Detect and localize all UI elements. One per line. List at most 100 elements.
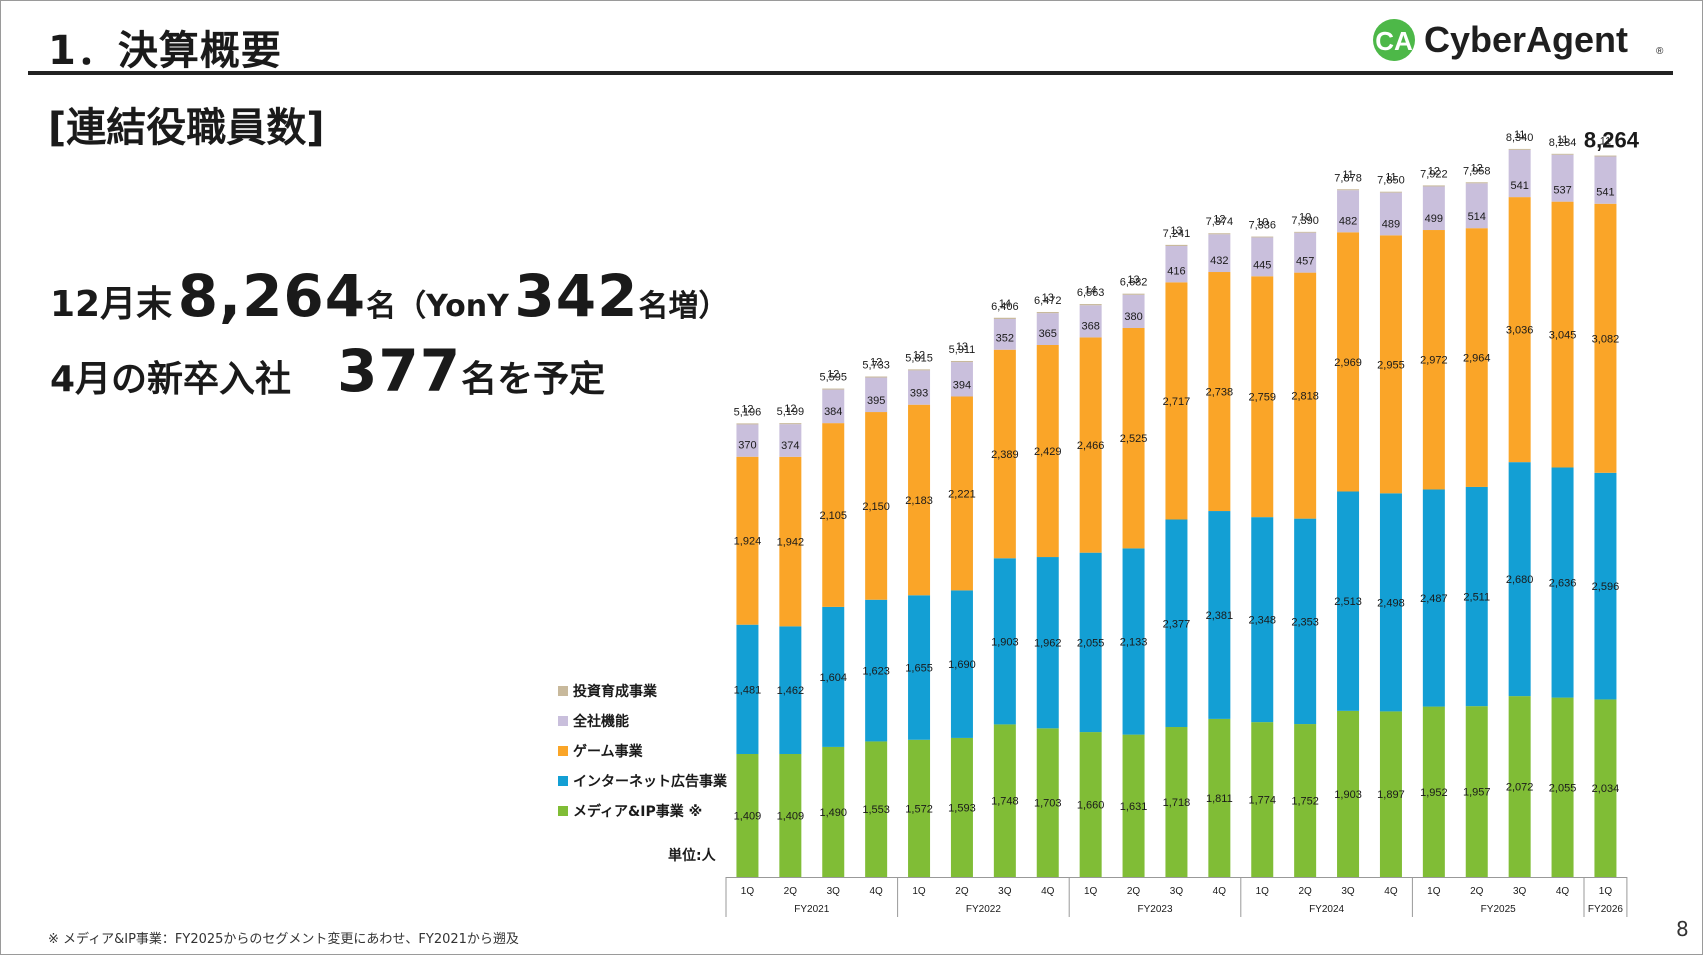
data-label: 13 xyxy=(1127,274,1139,286)
total-label: 6,563 xyxy=(1077,287,1105,299)
footnote: ※ メディア&IP事業：FY2025からのセグメント変更にあわせ、FY2021か… xyxy=(48,932,519,947)
data-label: 12 xyxy=(870,357,882,369)
data-label: 2,511 xyxy=(1463,592,1490,604)
fiscal-year-label: FY2024 xyxy=(1309,904,1344,915)
total-label: 5,199 xyxy=(777,406,805,418)
chart-legend: 投資育成事業 全社機能 ゲーム事業 インターネット広告事業 メディア&IP事業 … xyxy=(558,676,727,826)
bar-segment xyxy=(950,396,973,591)
data-label: 1,811 xyxy=(1206,793,1233,805)
bar-segment xyxy=(822,606,845,747)
data-label: 2,133 xyxy=(1120,637,1148,649)
headline-employees: 12月末 8,264名（YonY 342名増） xyxy=(50,262,728,330)
data-label: 2,525 xyxy=(1120,433,1148,445)
total-label: 7,336 xyxy=(1248,220,1276,232)
bar-segment xyxy=(1379,192,1402,236)
bar-segment xyxy=(1594,156,1617,204)
bar-segment xyxy=(865,741,888,877)
bar-segment xyxy=(1422,185,1445,187)
bar-segment xyxy=(1465,486,1488,707)
bar-segment xyxy=(1294,272,1317,519)
total-label: 7,850 xyxy=(1377,175,1405,187)
data-label: 370 xyxy=(738,440,756,452)
bar-segment xyxy=(1208,718,1231,877)
bar-segment xyxy=(1422,706,1445,877)
bar-segment xyxy=(865,599,888,742)
x-tick-label: 2Q xyxy=(1127,886,1141,897)
total-label: 8,264 xyxy=(1584,128,1640,153)
data-label: 541 xyxy=(1510,180,1528,192)
bar-segment xyxy=(1337,232,1360,492)
bar-segment xyxy=(908,369,931,371)
data-label: 1,718 xyxy=(1163,797,1191,809)
data-label: 2,429 xyxy=(1034,446,1062,458)
data-label: 13 xyxy=(956,341,968,353)
headline-newgrad-prefix: 4月の新卒入社 xyxy=(50,359,292,400)
bar-segment xyxy=(908,739,931,877)
x-tick-label: 1Q xyxy=(1427,886,1441,897)
bar-segment xyxy=(1165,245,1188,283)
data-label: 541 xyxy=(1596,187,1614,199)
data-label: 1,957 xyxy=(1463,787,1491,799)
section-subtitle: [連結役職員数] xyxy=(48,105,325,151)
bar-segment xyxy=(1079,552,1102,733)
data-label: 1,748 xyxy=(991,796,1019,808)
bar-segment xyxy=(779,423,802,425)
data-label: 499 xyxy=(1425,213,1443,225)
bar-segment xyxy=(908,595,931,740)
bar-segment xyxy=(1422,186,1445,231)
data-label: 3,082 xyxy=(1592,333,1620,345)
data-label: 2,389 xyxy=(991,449,1019,461)
data-label: 1,593 xyxy=(948,802,976,814)
total-label: 8,340 xyxy=(1506,132,1534,144)
bar-segment xyxy=(779,456,802,627)
bar-segment xyxy=(1208,234,1231,273)
x-tick-label: 1Q xyxy=(912,886,926,897)
data-label: 365 xyxy=(1039,328,1057,340)
bar-segment xyxy=(1079,305,1102,338)
data-label: 2,353 xyxy=(1291,616,1319,628)
data-label: 3,045 xyxy=(1549,330,1577,342)
data-label: 10 xyxy=(1256,216,1268,228)
legend-swatch xyxy=(558,746,568,756)
bar-segment xyxy=(993,349,1016,559)
bar-segment xyxy=(1551,154,1574,202)
bar-segment xyxy=(1165,519,1188,728)
bar-segment xyxy=(1036,557,1059,729)
bar-segment xyxy=(950,362,973,397)
legend-label: 全社機能 xyxy=(573,714,629,730)
data-label: 393 xyxy=(910,388,928,400)
data-label: 514 xyxy=(1468,211,1486,223)
data-label: 11 xyxy=(1557,134,1568,146)
bar-segment xyxy=(908,404,931,596)
data-label: 1,409 xyxy=(734,810,762,822)
data-label: 2,498 xyxy=(1377,597,1405,609)
x-tick-label: 2Q xyxy=(1470,886,1484,897)
x-tick-label: 4Q xyxy=(1556,886,1570,897)
data-label: 12 xyxy=(741,403,753,415)
total-label: 5,595 xyxy=(819,372,847,384)
bar-segment xyxy=(865,412,888,600)
data-label: 445 xyxy=(1253,259,1271,271)
bar-segment xyxy=(1294,231,1317,233)
fiscal-year-label: FY2022 xyxy=(966,904,1001,915)
total-label: 6,682 xyxy=(1120,277,1148,289)
data-label: 482 xyxy=(1339,215,1357,227)
bar-segment xyxy=(1551,467,1574,698)
bar-segment xyxy=(822,388,845,390)
bar-segment xyxy=(1337,710,1360,877)
fiscal-year-label: FY2021 xyxy=(794,904,829,915)
bar-segment xyxy=(1594,203,1617,473)
bar-segment xyxy=(1551,153,1574,155)
total-label: 7,390 xyxy=(1291,215,1319,227)
data-label: 11 xyxy=(1342,169,1353,181)
total-label: 8,284 xyxy=(1549,137,1577,149)
x-tick-label: 1Q xyxy=(1256,886,1270,897)
bar-segment xyxy=(1294,518,1317,725)
data-label: 2,221 xyxy=(948,488,976,500)
bar-segment xyxy=(950,737,973,877)
data-label: 384 xyxy=(824,406,842,418)
data-label: 1,962 xyxy=(1034,638,1062,650)
bar-segment xyxy=(1036,344,1059,558)
bar-segment xyxy=(1079,732,1102,877)
